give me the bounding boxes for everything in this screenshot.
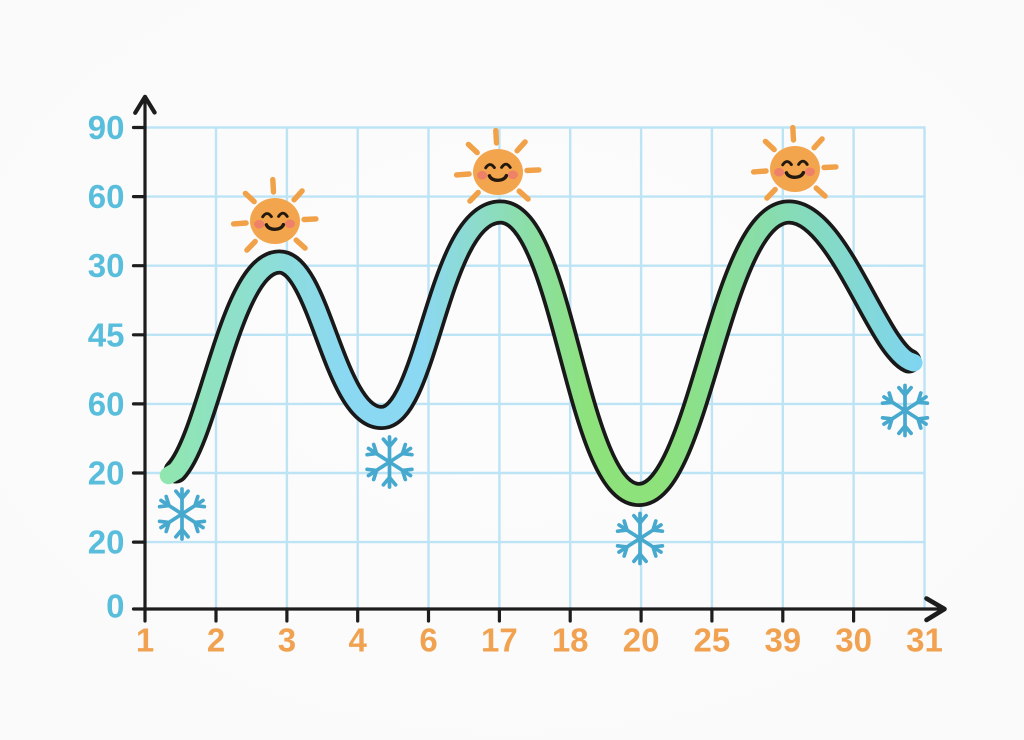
svg-text:31: 31: [906, 622, 943, 659]
svg-text:30: 30: [88, 247, 125, 284]
svg-text:20: 20: [88, 524, 125, 561]
svg-text:1: 1: [136, 622, 154, 659]
svg-text:60: 60: [88, 385, 125, 422]
svg-text:20: 20: [623, 622, 660, 659]
svg-text:6: 6: [419, 622, 437, 659]
svg-text:0: 0: [106, 588, 124, 625]
svg-text:30: 30: [835, 622, 872, 659]
svg-text:45: 45: [88, 316, 125, 353]
svg-text:18: 18: [552, 622, 589, 659]
svg-text:4: 4: [349, 622, 368, 659]
svg-text:17: 17: [481, 622, 518, 659]
svg-text:2: 2: [207, 622, 225, 659]
svg-text:90: 90: [88, 109, 125, 146]
svg-text:39: 39: [764, 622, 801, 659]
svg-text:25: 25: [694, 622, 731, 659]
svg-text:3: 3: [278, 622, 296, 659]
svg-text:60: 60: [88, 178, 125, 215]
svg-text:20: 20: [88, 455, 125, 492]
